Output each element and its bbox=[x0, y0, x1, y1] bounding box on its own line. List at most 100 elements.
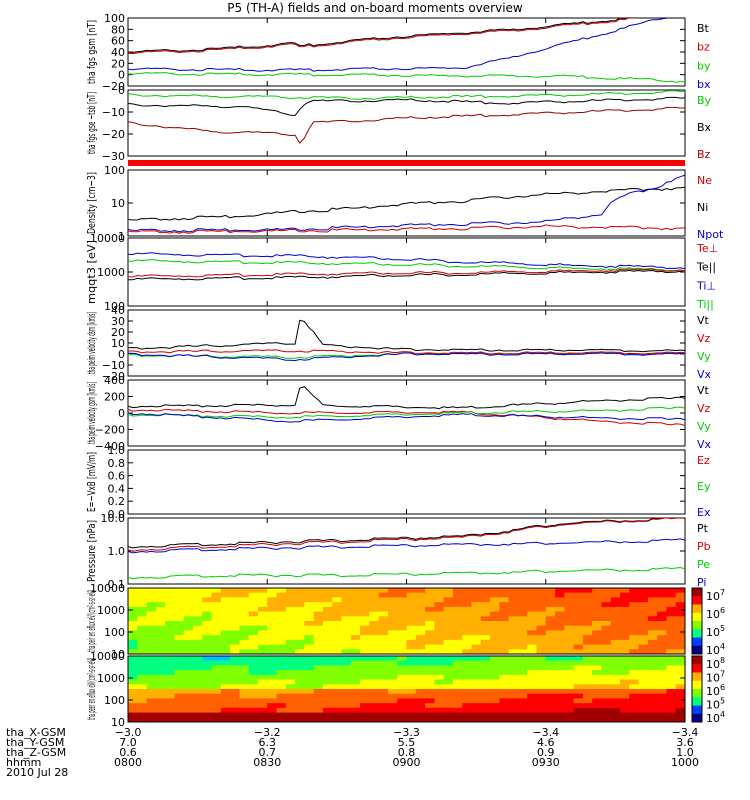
heatmap-cell bbox=[155, 616, 166, 622]
heatmap-cell bbox=[304, 649, 315, 655]
heatmap-cell bbox=[620, 616, 630, 622]
heatmap-cell bbox=[192, 602, 203, 608]
heatmap-cell bbox=[573, 635, 584, 641]
heatmap-cell bbox=[499, 592, 510, 598]
heatmap-cell bbox=[425, 644, 435, 650]
heatmap-cell bbox=[341, 588, 352, 594]
heatmap-cell bbox=[230, 717, 240, 723]
heatmap-cell bbox=[582, 665, 593, 671]
heatmap-cell bbox=[304, 621, 315, 627]
heatmap-cell bbox=[480, 639, 491, 646]
heatmap-cell bbox=[165, 679, 175, 685]
heatmap-cell bbox=[657, 698, 667, 704]
heatmap-cell bbox=[610, 717, 621, 723]
heatmap-cell bbox=[480, 717, 491, 723]
heatmap-cell bbox=[666, 660, 677, 666]
series-group bbox=[128, 174, 685, 234]
heatmap-cell bbox=[155, 621, 166, 627]
ephemeris-value: −3.4 bbox=[532, 726, 559, 739]
heatmap-cell bbox=[480, 621, 491, 627]
heatmap-cell bbox=[555, 592, 565, 598]
heatmap-cell bbox=[555, 602, 565, 608]
heatmap-cell bbox=[174, 679, 185, 685]
heatmap-cell bbox=[183, 660, 194, 666]
heatmap-cell bbox=[322, 684, 333, 690]
heatmap-cell bbox=[137, 689, 148, 695]
heatmap-cell bbox=[220, 588, 231, 594]
heatmap-cell bbox=[462, 588, 472, 594]
heatmap-cell bbox=[230, 616, 240, 622]
heatmap-cell bbox=[499, 698, 510, 704]
heatmap-cell bbox=[378, 630, 389, 636]
heatmap-cell bbox=[425, 639, 435, 646]
heatmap-cell bbox=[638, 698, 649, 704]
heatmap-cell bbox=[508, 698, 519, 704]
heatmap-cell bbox=[620, 597, 630, 603]
heatmap-cell bbox=[397, 592, 407, 598]
heatmap-cell bbox=[490, 707, 500, 714]
heatmap-cell bbox=[517, 684, 528, 690]
heatmap-cell bbox=[369, 606, 380, 613]
heatmap-cell bbox=[211, 625, 222, 631]
heatmap-cell bbox=[183, 592, 194, 598]
heatmap-cell bbox=[434, 698, 445, 704]
ephemeris-value: −3.0 bbox=[115, 726, 142, 739]
heatmap-cell bbox=[480, 625, 491, 631]
heatmap-cell bbox=[304, 644, 315, 650]
heatmap-cell bbox=[666, 689, 677, 695]
heatmap-cell bbox=[666, 616, 677, 622]
heatmap-cell bbox=[536, 717, 547, 723]
heatmap-cell bbox=[471, 606, 482, 613]
heatmap-cell bbox=[128, 588, 138, 594]
heatmap-cell bbox=[647, 635, 658, 641]
heatmap-cell bbox=[360, 649, 370, 655]
heatmap-cell bbox=[545, 639, 556, 646]
heatmap-cell bbox=[257, 660, 268, 666]
heatmap-cell bbox=[517, 625, 528, 631]
heatmap-cell bbox=[536, 689, 547, 695]
heatmap-cell bbox=[230, 588, 240, 594]
heatmap-cell bbox=[490, 602, 500, 608]
heatmap-cell bbox=[165, 616, 175, 622]
heatmap-cell bbox=[360, 597, 370, 603]
heatmap-cell bbox=[155, 660, 166, 666]
heatmap-cell bbox=[202, 597, 213, 603]
heatmap-cell bbox=[267, 717, 278, 723]
heatmap-cell bbox=[406, 597, 417, 603]
heatmap-cell bbox=[555, 635, 565, 641]
heatmap-cell bbox=[425, 698, 435, 704]
heatmap-cell bbox=[128, 707, 138, 714]
series-vx-line bbox=[128, 352, 685, 362]
heatmap-cell bbox=[285, 707, 296, 714]
heatmap-cell bbox=[527, 588, 537, 594]
heatmap-cell bbox=[211, 670, 222, 676]
heatmap-cell bbox=[387, 670, 398, 676]
heatmap-cell bbox=[647, 649, 658, 655]
heatmap-cell bbox=[490, 644, 500, 650]
heatmap-cell bbox=[332, 717, 343, 723]
heatmap-cell bbox=[378, 698, 389, 704]
series-vy-line bbox=[128, 352, 685, 359]
heatmap-cell bbox=[322, 698, 333, 704]
heatmap-cell bbox=[657, 621, 667, 627]
heatmap-cell bbox=[192, 592, 203, 598]
heatmap-cell bbox=[629, 616, 640, 622]
heatmap-cell bbox=[267, 670, 278, 676]
heatmap-cell bbox=[434, 693, 445, 699]
heatmap-cell bbox=[230, 693, 240, 699]
heatmap-cell bbox=[601, 665, 612, 671]
heatmap-cell bbox=[592, 703, 602, 709]
heatmap-cell bbox=[257, 644, 268, 650]
heatmap-cell bbox=[490, 684, 500, 690]
heatmap-cell bbox=[211, 693, 222, 699]
y-tick-label: 10 bbox=[111, 716, 125, 729]
heatmap-cell bbox=[452, 670, 463, 676]
heatmap-cell bbox=[322, 656, 333, 662]
heatmap-cell bbox=[248, 644, 259, 650]
heatmap-cell bbox=[350, 698, 361, 704]
heatmap-cell bbox=[360, 606, 370, 613]
heatmap-cell bbox=[165, 698, 175, 704]
ephemeris-row-label: tha_Y-GSM bbox=[6, 736, 64, 749]
heatmap-cell bbox=[202, 674, 213, 681]
